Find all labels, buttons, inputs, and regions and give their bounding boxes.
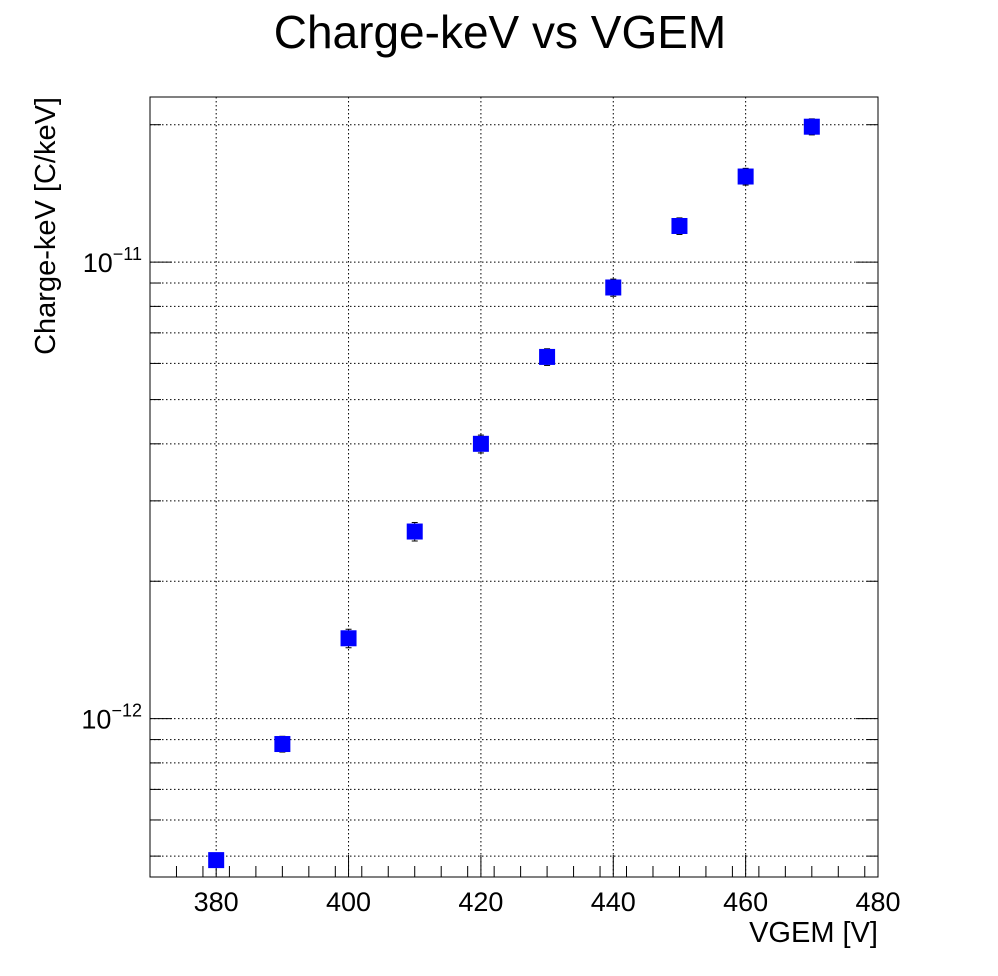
grid-lines [150, 97, 879, 877]
y-axis-label: Charge-keV [C/keV] [30, 97, 62, 355]
data-point [208, 852, 225, 869]
y-tick-label: 10−12 [81, 701, 142, 735]
data-point [406, 523, 423, 540]
data-point [803, 118, 820, 135]
data-point [274, 736, 291, 753]
x-tick-label: 460 [723, 887, 768, 917]
x-axis-label: VGEM [V] [749, 917, 878, 949]
data-point [340, 630, 357, 647]
data-point [605, 279, 622, 296]
chart-title: Charge-keV vs VGEM [274, 6, 726, 58]
plot-frame [149, 96, 879, 878]
x-tick-label: 420 [458, 887, 503, 917]
data-point [671, 217, 688, 234]
x-tick-label: 440 [591, 887, 636, 917]
data-point [539, 348, 556, 365]
data-points [208, 118, 820, 869]
x-tick-label: 380 [194, 887, 239, 917]
y-tick-label: 10−11 [83, 244, 142, 278]
data-point [472, 435, 489, 452]
x-tick-label: 400 [326, 887, 371, 917]
data-point [737, 168, 754, 185]
tick-labels: 380 400 420 440 460 480 10−11 10−12 [81, 244, 900, 917]
x-tick-label: 480 [855, 887, 900, 917]
